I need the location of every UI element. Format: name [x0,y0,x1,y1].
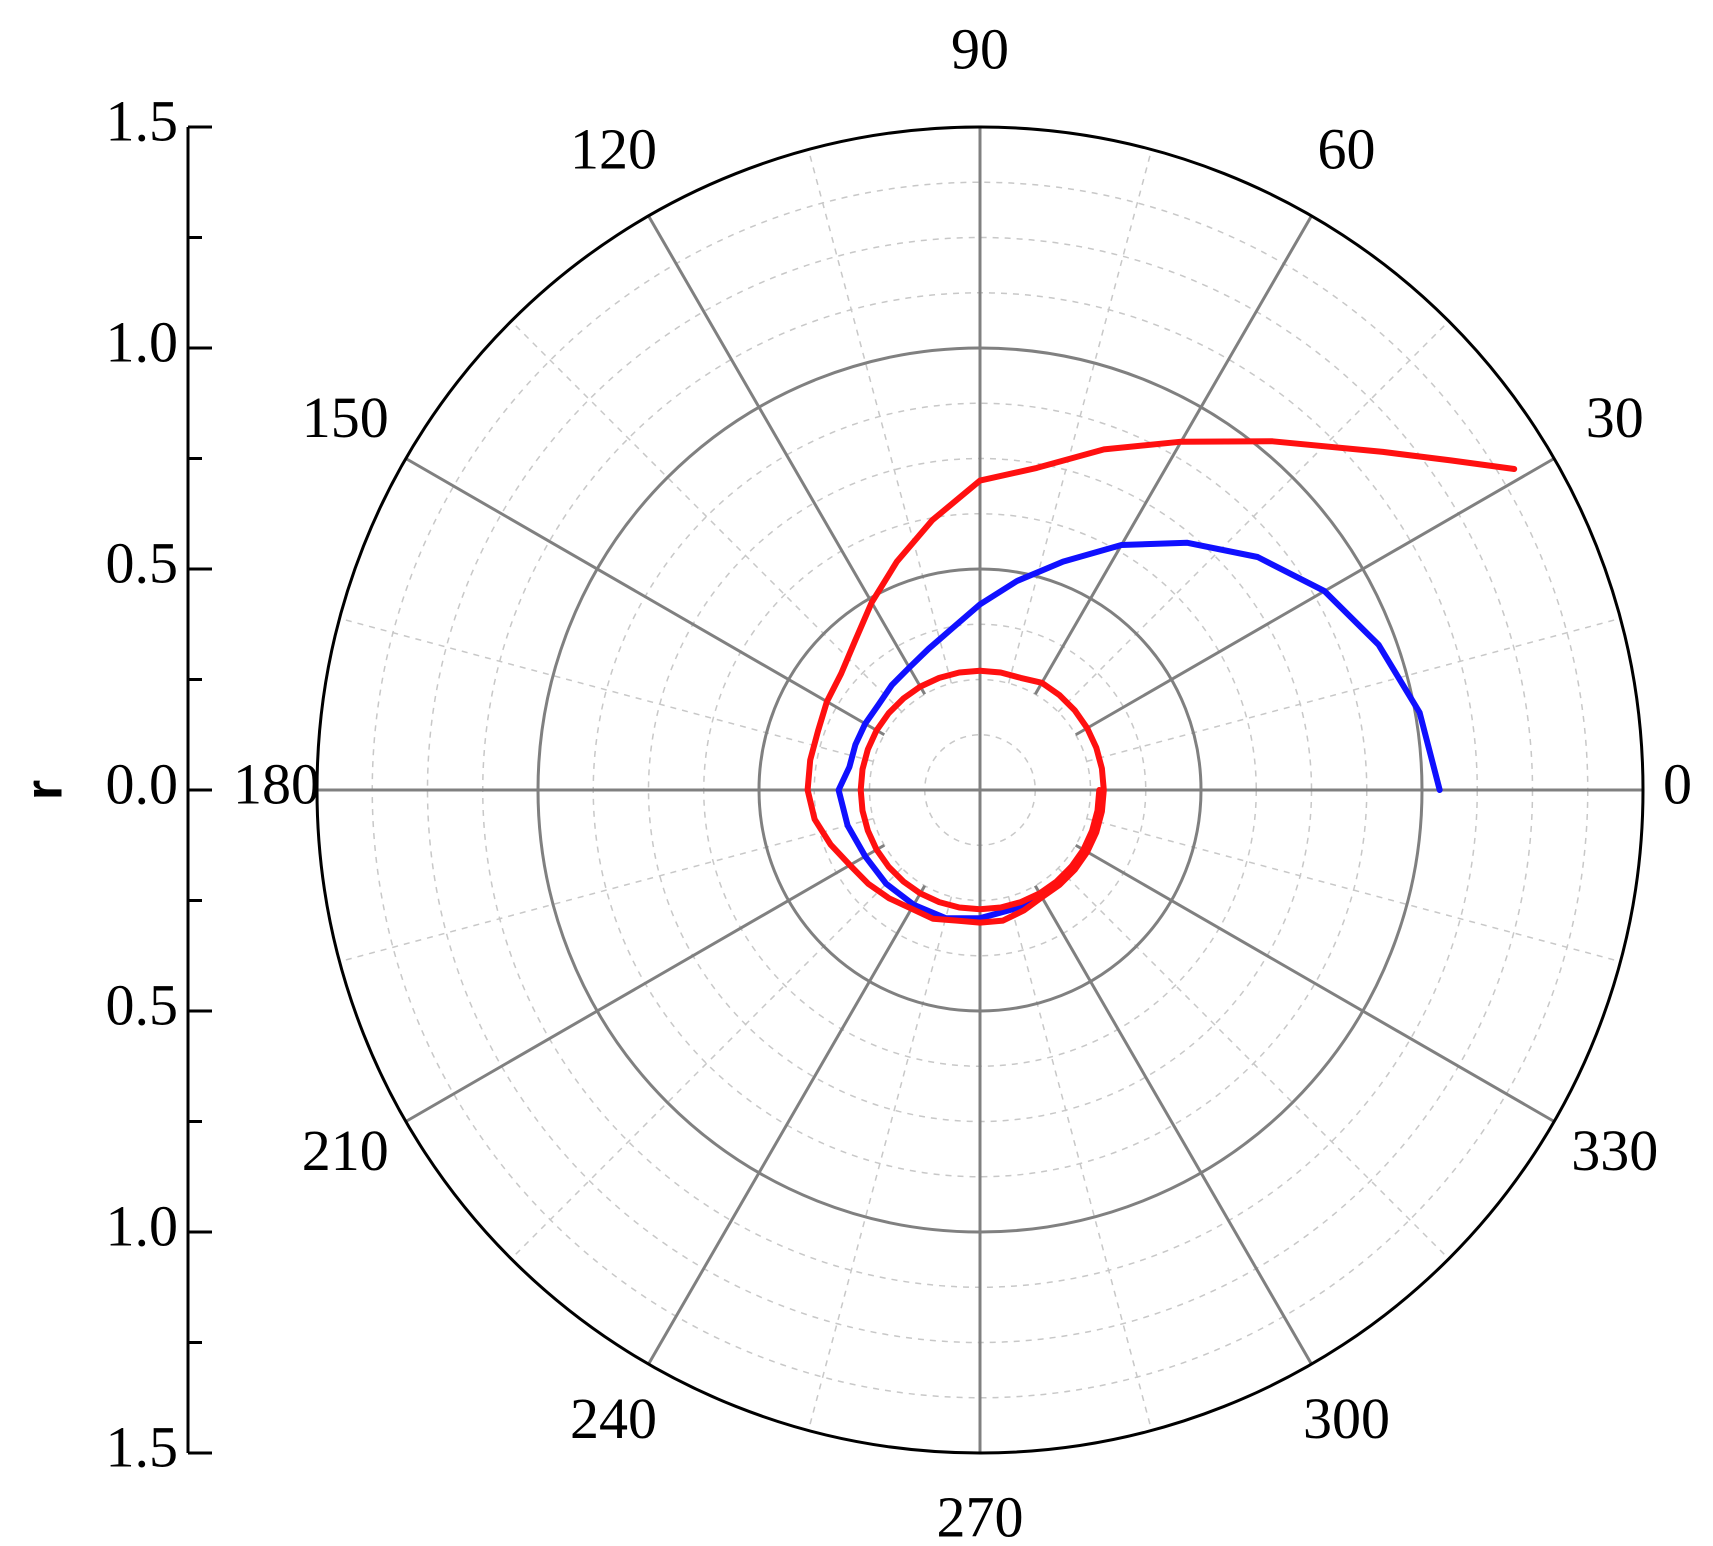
major-spoke [1033,215,1313,696]
angle-tick-label: 0 [1663,751,1692,816]
radial-axis: 1.5 1.0 0.5 0.0 0.5 1.0 1.5 [106,88,212,1479]
angle-tick-label: 90 [951,16,1009,81]
outer-ring [315,125,1645,1455]
radial-tick-label: 0.0 [106,751,179,816]
radial-axis-title: r [16,780,74,800]
major-spoke [1033,884,1313,1365]
angle-tick-label: 270 [937,1484,1024,1546]
major-spoke [1074,843,1555,1123]
radial-tick-label: 1.0 [106,1193,179,1258]
angular-spokes [317,127,1643,1453]
angle-tick-label: 300 [1303,1386,1390,1451]
angular-tick-labels: 0 30 60 90 120 150 180 210 240 270 300 330 [233,16,1692,1546]
minor-spoke [1057,320,1450,713]
minor-spoke [807,149,953,684]
angle-tick-label: 150 [302,385,389,450]
angle-tick-label: 30 [1586,385,1644,450]
angle-tick-label: 210 [302,1118,389,1183]
major-spoke [647,884,927,1365]
angle-tick-label: 330 [1571,1118,1658,1183]
series-line-2 [804,438,1518,926]
minor-spoke [1007,896,1153,1431]
major-spoke [1074,457,1555,737]
minor-spoke [1086,817,1621,963]
radial-tick-label: 1.5 [106,1414,179,1479]
minor-spoke [339,817,874,963]
radial-tick-label: 1.0 [106,309,179,374]
minor-spoke [339,617,874,763]
minor-spoke [510,320,903,713]
major-spoke [405,843,886,1123]
radial-tick-label: 0.5 [106,972,179,1037]
radial-tick-label: 1.5 [106,88,179,153]
angle-tick-label: 60 [1318,117,1376,182]
minor-spoke [510,867,903,1260]
series-layer [804,438,1518,926]
angle-tick-label: 120 [570,117,657,182]
minor-spoke [1086,617,1621,763]
angle-tick-label: 240 [570,1386,657,1451]
radial-tick-label: 0.5 [106,530,179,595]
minor-spoke [807,896,953,1431]
outer-ring-circle [315,125,1645,1455]
major-spoke [405,457,886,737]
minor-spoke [1057,867,1450,1260]
angle-tick-label: 180 [233,751,320,816]
major-spoke [647,215,927,696]
minor-spoke [1007,149,1153,684]
